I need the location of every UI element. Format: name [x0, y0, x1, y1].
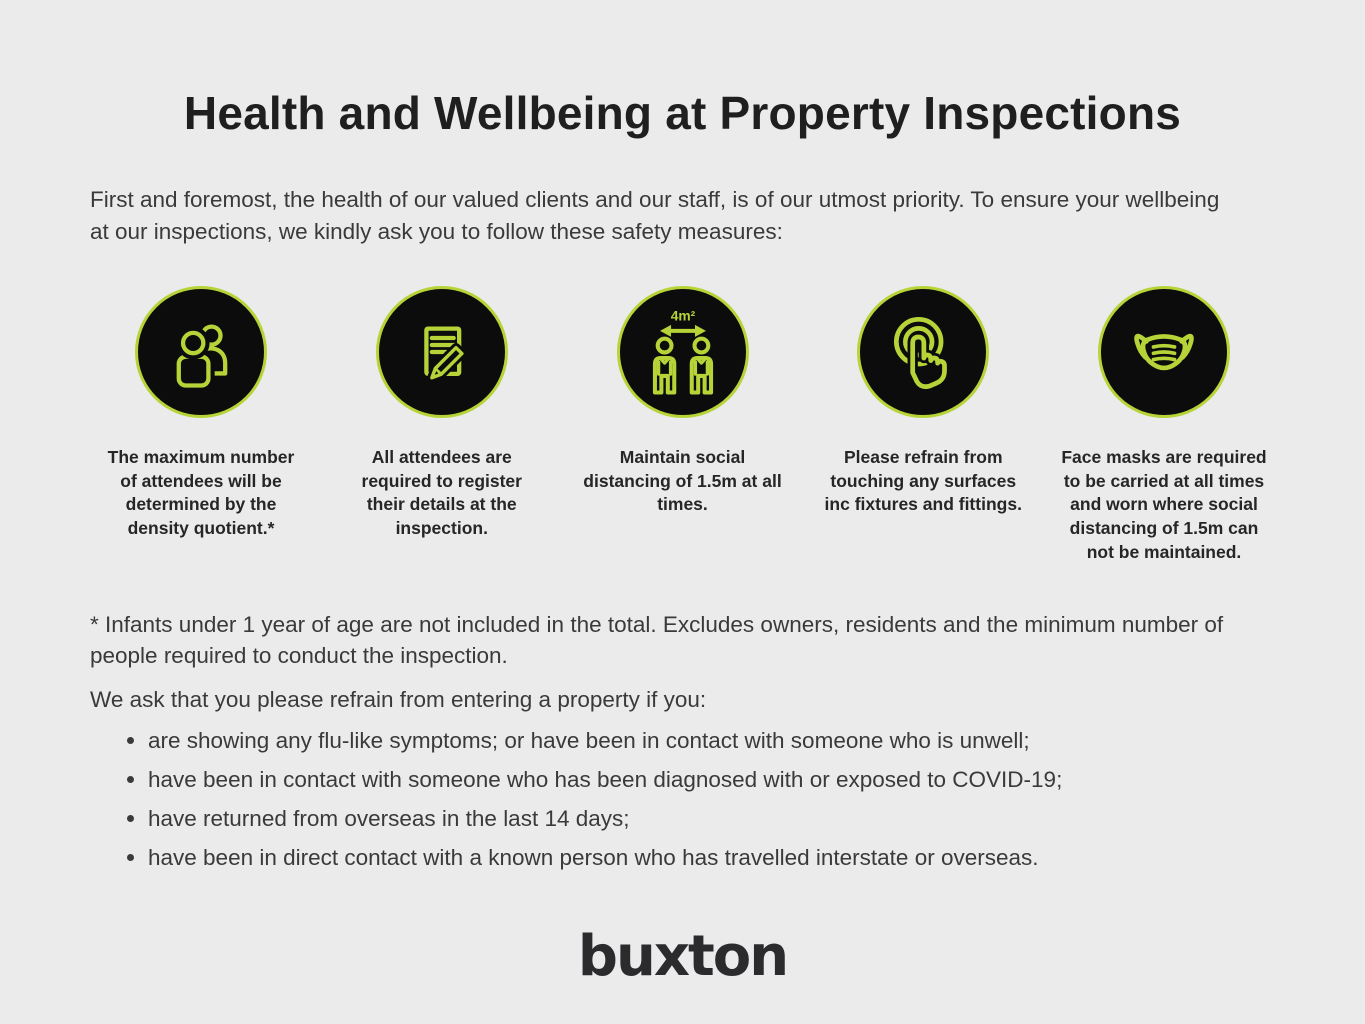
list-item: have been in direct contact with a known…: [90, 843, 1240, 872]
measure-max-attendees: The maximum number of attendees will be …: [95, 285, 307, 565]
face-mask-icon: [1134, 333, 1194, 371]
measure-face-masks: Face masks are required to be carried at…: [1058, 285, 1270, 565]
page-title: Health and Wellbeing at Property Inspect…: [183, 87, 1182, 139]
touch-surfaces-icon: [894, 316, 950, 392]
refrain-intro: We ask that you please refrain from ente…: [90, 686, 707, 712]
measure-register-details: All attendees are required to register t…: [336, 285, 548, 565]
measure-social-distancing: 4m² Maintain: [577, 285, 789, 565]
measure-caption: Please refrain from touching any surface…: [824, 446, 1022, 515]
register-document-icon: [424, 326, 467, 383]
list-item: are showing any flu-like symptoms; or ha…: [90, 726, 1240, 755]
measure-no-touching: Please refrain from touching any surface…: [817, 285, 1029, 565]
list-item: have returned from overseas in the last …: [90, 804, 1240, 833]
measure-caption: The maximum number of attendees will be …: [107, 446, 295, 539]
measure-caption: All attendees are required to register t…: [361, 446, 522, 539]
measure-caption: Maintain social distancing of 1.5m at al…: [583, 446, 782, 515]
icon-circle: [857, 285, 990, 418]
icon-circle: [375, 285, 508, 418]
measure-caption: Face masks are required to be carried at…: [1061, 446, 1267, 563]
icon-circle: [1098, 285, 1230, 418]
footnote-paragraph: * Infants under 1 year of age are not in…: [90, 611, 1224, 669]
intro-paragraph: First and foremost, the health of our va…: [90, 187, 1220, 244]
conditions-list: are showing any flu-like symptoms; or ha…: [90, 726, 1240, 872]
icon-circle: 4m²: [616, 285, 749, 418]
distance-label: 4m²: [670, 309, 695, 324]
social-distance-icon: 4m²: [652, 309, 713, 395]
icon-circle: [135, 285, 267, 418]
two-people-icon: [172, 324, 228, 391]
safety-measures-row: The maximum number of attendees will be …: [95, 285, 1270, 565]
buxton-logo: buxton: [577, 924, 789, 990]
list-item: have been in contact with someone who ha…: [90, 765, 1240, 794]
